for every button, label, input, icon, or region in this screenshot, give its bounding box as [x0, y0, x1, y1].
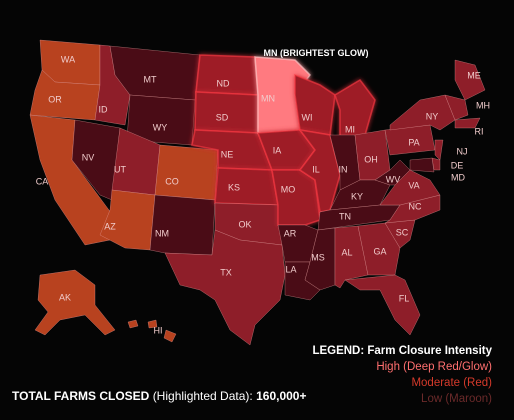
state-shape	[195, 54, 259, 96]
states: WA OR CA NV ID MT WY UT AZ CO NM ND SD NE KS OK TX MN IA MO…	[29, 39, 490, 346]
footer-value: 160,000+	[256, 389, 306, 403]
state-label: SD	[216, 112, 229, 122]
state-label: OH	[364, 154, 378, 164]
footer-label: TOTAL FARMS CLOSED	[12, 389, 150, 403]
state-shape	[344, 274, 421, 336]
state-shape	[214, 167, 279, 206]
state-label: AR	[284, 228, 297, 238]
state-shape	[357, 222, 401, 276]
state-label: WV	[386, 174, 401, 184]
state-label: OK	[238, 219, 251, 229]
state-label: FL	[399, 293, 410, 303]
state-label: AZ	[104, 221, 116, 231]
state-label: DE	[451, 160, 464, 170]
state-shape	[71, 119, 121, 201]
state-label: LA	[285, 264, 296, 274]
state-label: WA	[61, 54, 75, 64]
legend-item: Moderate (Red)	[411, 377, 492, 389]
state-label: IL	[312, 164, 320, 174]
state-shape	[389, 94, 456, 131]
state-shape	[444, 94, 469, 121]
state-label: NE	[221, 149, 234, 159]
state-label: OR	[48, 94, 62, 104]
state-label: AK	[59, 292, 71, 302]
state-label: TX	[220, 267, 232, 277]
state-label: KS	[228, 182, 240, 192]
state-label: MD	[451, 172, 465, 182]
state-label: PA	[408, 137, 419, 147]
state-label: CA	[36, 176, 49, 186]
state-label: MO	[281, 184, 296, 194]
state-label: VA	[408, 180, 419, 190]
state-label: WY	[153, 122, 168, 132]
state-label: NV	[82, 152, 95, 162]
legend-title: LEGEND: Farm Closure Intensity	[312, 345, 492, 357]
state-shape	[149, 194, 216, 256]
state-shape	[164, 229, 286, 346]
state-label: ID	[99, 104, 109, 114]
state-label: IN	[339, 164, 348, 174]
state-shape	[454, 59, 486, 101]
state-label: TN	[339, 211, 351, 221]
state-label: NC	[409, 201, 422, 211]
state-label: RI	[475, 126, 484, 136]
state-label: HI	[154, 325, 163, 335]
state-label: NJ	[457, 146, 468, 156]
state-label: SC	[396, 227, 409, 237]
state-label: KY	[351, 191, 363, 201]
state-label: MS	[311, 252, 325, 262]
state-label: MN	[261, 93, 275, 103]
state-shape	[154, 144, 219, 201]
state-label: MI	[345, 124, 355, 134]
state-shape	[34, 269, 116, 336]
state-label: GA	[373, 246, 386, 256]
state-label: NY	[426, 111, 439, 121]
state-label: MH	[476, 100, 490, 110]
state-shape	[127, 319, 139, 329]
legend-item: High (Deep Red/Glow)	[376, 361, 492, 373]
state-label: AL	[341, 247, 352, 257]
hawaii-island	[163, 329, 177, 343]
state-label: MT	[144, 74, 157, 84]
legend-item: Low (Maroon)	[421, 393, 492, 405]
hawaii-island	[147, 319, 158, 329]
state-shape	[454, 117, 481, 129]
state-label: WI	[302, 112, 313, 122]
state-label: IA	[273, 145, 282, 155]
state-label: CO	[165, 176, 179, 186]
state-label: UT	[114, 164, 126, 174]
footer-note: (Highlighted Data):	[153, 389, 253, 403]
state-label: ME	[467, 70, 481, 80]
state-label: ND	[217, 78, 230, 88]
state-label: NM	[155, 228, 169, 238]
state-shape	[409, 157, 435, 173]
footer: TOTAL FARMS CLOSED (Highlighted Data): 1…	[12, 389, 306, 403]
callout: MN (BRIGHTEST GLOW)	[264, 48, 369, 58]
